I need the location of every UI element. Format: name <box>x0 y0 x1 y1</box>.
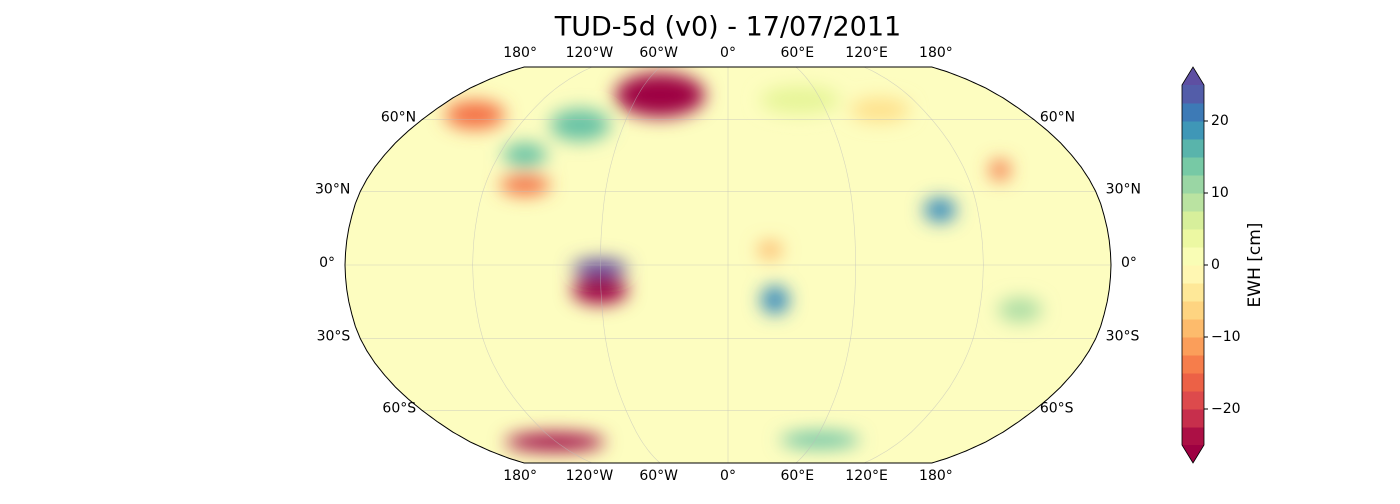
colorbar-segment <box>1182 175 1204 194</box>
colorbar-segment <box>1182 427 1204 446</box>
lon-label-bottom: 180° <box>919 468 953 484</box>
colorbar-segment <box>1182 121 1204 140</box>
colorbar-tick-label: −10 <box>1211 329 1241 345</box>
lat-label-right: 0° <box>1121 255 1137 271</box>
colorbar-segment <box>1182 85 1204 104</box>
lon-label-bottom: 0° <box>720 468 736 484</box>
colorbar-tick-label: 10 <box>1211 185 1229 201</box>
map-title: TUD-5d (v0) - 17/07/2011 <box>554 12 901 43</box>
colorbar-label: EWH [cm] <box>1245 223 1265 308</box>
colorbar-segment <box>1182 355 1204 374</box>
lon-label-bottom: 60°E <box>780 468 814 484</box>
lon-label-bottom: 120°E <box>845 468 888 484</box>
lon-label-top: 120°W <box>566 45 614 61</box>
colorbar-segment <box>1182 337 1204 356</box>
colorbar-segment <box>1182 409 1204 428</box>
colorbar-segment <box>1182 211 1204 230</box>
colorbar-extend-min <box>1182 445 1204 463</box>
lon-label-top: 180° <box>919 45 953 61</box>
lon-label-bottom: 120°W <box>566 468 614 484</box>
lon-label-top: 60°W <box>639 45 678 61</box>
lon-label-bottom: 60°W <box>639 468 678 484</box>
colorbar-segment <box>1182 265 1204 284</box>
lon-label-top: 120°E <box>845 45 888 61</box>
colorbar-segment <box>1182 391 1204 410</box>
lat-label-right: 60°N <box>1040 110 1075 126</box>
map-border <box>344 66 1112 464</box>
colorbar-segment <box>1182 103 1204 122</box>
colorbar-segment <box>1182 373 1204 392</box>
colorbar-segment <box>1182 193 1204 212</box>
lon-label-top: 180° <box>503 45 537 61</box>
lat-label-left: 60°S <box>382 400 416 416</box>
colorbar-segment <box>1182 283 1204 302</box>
lon-label-top: 60°E <box>780 45 814 61</box>
colorbar-segment <box>1182 319 1204 338</box>
anomaly-field <box>445 73 1042 451</box>
colorbar-segment <box>1182 139 1204 158</box>
colorbar-extend-max <box>1182 67 1204 85</box>
colorbar-segment <box>1182 229 1204 248</box>
colorbar-tick-label: −20 <box>1211 401 1241 417</box>
colorbar-segment <box>1182 247 1204 266</box>
lat-label-right: 30°S <box>1106 329 1140 345</box>
colorbar-segment <box>1182 157 1204 176</box>
lon-label-top: 0° <box>720 45 736 61</box>
colorbar-tick-label: 0 <box>1211 257 1220 273</box>
lat-label-left: 30°S <box>317 329 351 345</box>
lat-label-right: 60°S <box>1040 400 1074 416</box>
lat-label-right: 30°N <box>1106 181 1141 197</box>
graticule <box>345 66 1111 464</box>
lat-label-left: 60°N <box>381 110 416 126</box>
lon-label-bottom: 180° <box>503 468 537 484</box>
lat-label-left: 30°N <box>315 181 350 197</box>
colorbar-frame <box>1181 66 1205 464</box>
colorbar-tick-label: 20 <box>1211 113 1229 129</box>
colorbar-segment <box>1182 301 1204 320</box>
lat-label-left: 0° <box>319 255 335 271</box>
